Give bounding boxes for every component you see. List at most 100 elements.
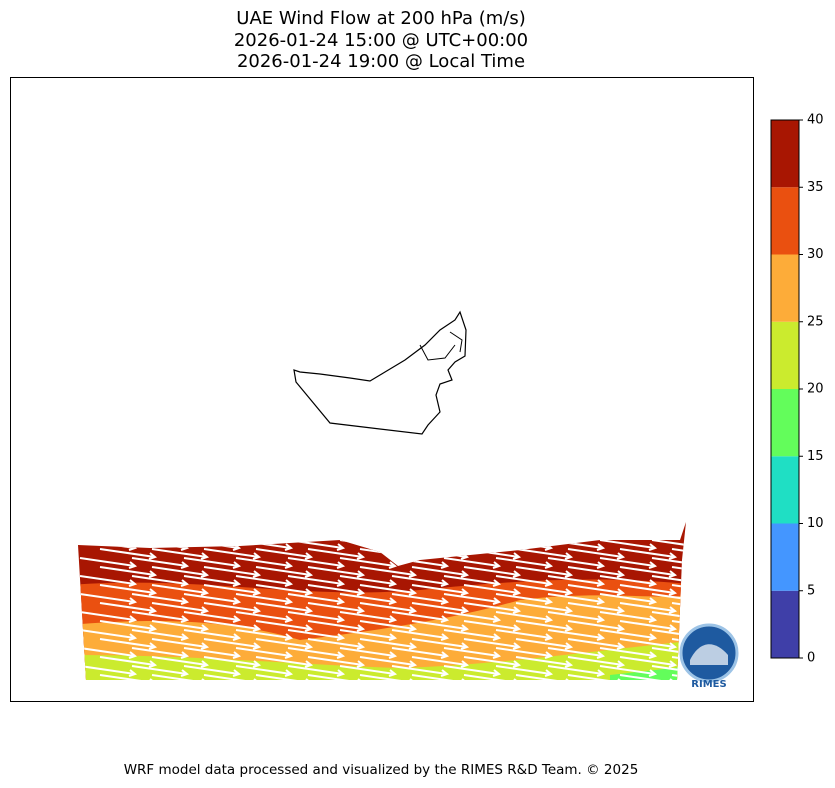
wind-arrow	[567, 584, 626, 596]
wind-arrow	[391, 593, 450, 605]
wind-arrow	[495, 629, 554, 641]
wind-arrow	[203, 548, 262, 560]
wind-arrow	[79, 575, 138, 587]
wind-arrow	[235, 665, 294, 677]
wind-arrow	[359, 656, 418, 668]
colorbar: 0 5 10 15 20 25 30 35 40	[771, 113, 824, 666]
wind-arrow	[463, 584, 522, 596]
wind-arrow	[99, 620, 158, 632]
wind-arrow	[79, 665, 138, 677]
wind-arrow	[495, 647, 554, 659]
wind-arrow	[567, 566, 626, 578]
wind-arrow	[235, 647, 294, 659]
wind-arrow	[235, 575, 294, 587]
wind-arrow	[463, 674, 522, 680]
colorbar-tick-label: 20	[807, 382, 824, 397]
colorbar-segment	[771, 456, 799, 524]
colorbar-frame	[770, 119, 800, 659]
wind-arrow	[515, 548, 574, 560]
wind-arrow	[651, 593, 686, 605]
wind-arrow	[599, 665, 658, 677]
wind-arrow	[391, 629, 450, 641]
wind-arrow	[495, 611, 554, 623]
wind-arrow	[307, 620, 366, 632]
wind-arrow	[599, 593, 658, 605]
wind-arrow	[203, 656, 262, 668]
wind-arrow	[411, 674, 470, 680]
wind-arrow	[183, 647, 242, 659]
wind-arrow	[307, 656, 366, 668]
wind-arrow	[651, 575, 686, 587]
wind-arrow	[151, 566, 210, 578]
wind-arrow	[203, 638, 262, 650]
wind-arrow	[99, 548, 158, 560]
wind-arrow	[339, 593, 398, 605]
wind-arrow	[183, 665, 242, 677]
wind-arrow	[515, 656, 574, 668]
wind-arrow	[495, 575, 554, 587]
wind-arrow	[287, 557, 346, 569]
wind-arrow	[599, 557, 658, 569]
wind-arrow	[339, 665, 398, 677]
colorbar-tick-label: 40	[807, 113, 824, 128]
colorbar-segment	[771, 120, 799, 188]
wind-arrow	[567, 602, 626, 614]
wind-arrow	[339, 557, 398, 569]
colorbar-tick-label: 35	[807, 180, 824, 195]
wind-arrow	[79, 611, 138, 623]
wind-arrow	[671, 548, 686, 560]
wind-arrow	[547, 647, 606, 659]
wind-arrow	[255, 584, 314, 596]
wind-arrow	[515, 602, 574, 614]
wind-arrow	[547, 665, 606, 677]
wind-arrow	[255, 602, 314, 614]
wind-arrow	[515, 638, 574, 650]
wind-arrow	[567, 638, 626, 650]
colorbar-tick-label: 0	[807, 651, 815, 666]
wind-arrow	[99, 566, 158, 578]
wind-arrow	[359, 638, 418, 650]
uae-outline	[293, 310, 467, 435]
wind-arrow	[463, 638, 522, 650]
wind-arrow	[599, 575, 658, 587]
logo: RIMES	[679, 623, 739, 690]
wind-arrow	[515, 674, 574, 680]
wind-arrow	[183, 611, 242, 623]
wind-arrow	[235, 629, 294, 641]
wind-arrow	[183, 629, 242, 641]
wind-arrow	[391, 611, 450, 623]
wind-arrow	[99, 674, 158, 680]
wind-arrow	[411, 566, 470, 578]
wind-arrow	[411, 638, 470, 650]
wind-arrow	[183, 557, 242, 569]
wind-arrow	[287, 647, 346, 659]
wind-arrow	[307, 602, 366, 614]
wind-arrow	[339, 611, 398, 623]
wind-arrow	[443, 665, 502, 677]
wind-arrow	[463, 620, 522, 632]
wind-arrow	[619, 638, 678, 650]
wind-arrow	[151, 620, 210, 632]
logo-text: RIMES	[691, 679, 726, 690]
wind-arrow	[131, 575, 190, 587]
title-line: 2026-01-24 19:00 @ Local Time	[237, 51, 525, 72]
wind-arrow	[547, 575, 606, 587]
wind-arrow	[443, 557, 502, 569]
wind-arrow	[183, 593, 242, 605]
wind-arrow	[151, 548, 210, 560]
wind-arrow	[567, 674, 626, 680]
wind-arrow	[131, 665, 190, 677]
wind-arrow	[131, 647, 190, 659]
wind-arrow	[131, 557, 190, 569]
wind-arrow	[203, 566, 262, 578]
colorbar-segment	[771, 321, 799, 389]
wind-arrow	[203, 674, 262, 680]
wind-arrow	[651, 557, 686, 569]
wind-arrow	[547, 557, 606, 569]
wind-arrow	[131, 629, 190, 641]
wind-arrow	[307, 548, 366, 560]
wind-arrow	[463, 656, 522, 668]
wind-arrow	[619, 584, 678, 596]
colorbar-segment	[771, 590, 799, 658]
wind-arrow	[235, 593, 294, 605]
